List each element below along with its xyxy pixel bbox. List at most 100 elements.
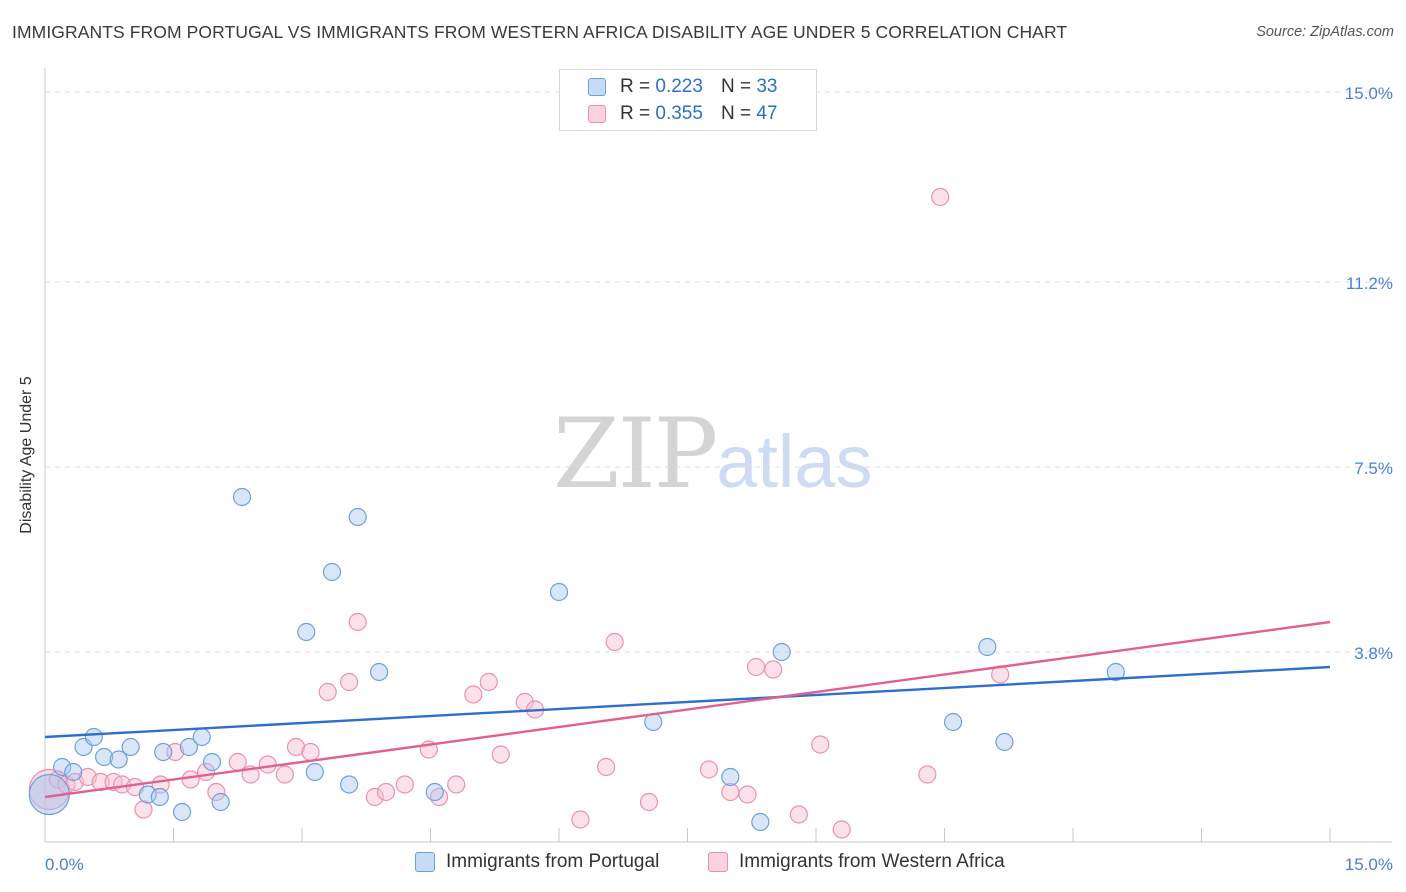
y-tick-label: 7.5% bbox=[1354, 459, 1393, 478]
scatter-point bbox=[764, 660, 783, 679]
scatter-point bbox=[134, 800, 153, 819]
scatter-point bbox=[179, 737, 199, 757]
scatter-point bbox=[395, 775, 414, 794]
legend-r-value: 0.355 bbox=[655, 103, 703, 124]
legend-r-value: 0.223 bbox=[655, 76, 703, 97]
scatter-point bbox=[84, 727, 103, 747]
legend-n-label: N = bbox=[720, 103, 752, 124]
scatter-point bbox=[172, 802, 192, 822]
scatter-point bbox=[832, 820, 851, 839]
scatter-point bbox=[738, 785, 757, 804]
scatter-point bbox=[232, 487, 252, 507]
scatter-point bbox=[464, 685, 483, 704]
series-western-africa bbox=[28, 187, 1010, 839]
x-tick-label: 0.0% bbox=[45, 855, 84, 874]
scatter-point bbox=[318, 682, 337, 702]
legend-swatch-blue bbox=[588, 78, 606, 96]
y-axis-label: Disability Age Under 5 bbox=[18, 376, 35, 534]
scatter-point bbox=[297, 622, 316, 642]
scatter-point bbox=[150, 787, 169, 807]
y-tick-label: 15.0% bbox=[1345, 84, 1393, 103]
grid-lines bbox=[45, 91, 1392, 653]
series-legend-portugal: Immigrants from Portugal bbox=[415, 851, 659, 873]
legend-r-label: R = bbox=[620, 103, 651, 124]
trend-line-blue bbox=[44, 665, 1331, 739]
y-tick-label: 11.2% bbox=[1346, 274, 1393, 293]
legend-r-label: R = bbox=[620, 76, 651, 97]
scatter-point bbox=[597, 757, 616, 777]
scatter-point bbox=[751, 812, 770, 832]
series-legend-label: Immigrants from Portugal bbox=[446, 851, 660, 872]
legend-n-label: N = bbox=[720, 76, 752, 97]
scatter-point bbox=[322, 562, 342, 582]
scatter-point bbox=[365, 787, 384, 807]
trend-line-pink bbox=[44, 620, 1331, 799]
series-legend-swatch-pink bbox=[708, 852, 728, 872]
scatter-point bbox=[348, 612, 367, 632]
scatter-point bbox=[121, 737, 140, 757]
scatter-point bbox=[340, 775, 359, 794]
watermark-atlas: atlas bbox=[716, 420, 873, 503]
scatter-point bbox=[918, 765, 937, 784]
scatter-point bbox=[931, 187, 950, 207]
scatter-point bbox=[192, 727, 211, 747]
series-legend-swatch-blue bbox=[415, 852, 435, 872]
scatter-point bbox=[258, 755, 277, 774]
legend-row-western-africa: R = 0.355 N = 47 bbox=[560, 101, 777, 127]
scatter-point bbox=[549, 582, 569, 602]
scatter-point bbox=[53, 757, 72, 777]
scatter-point bbox=[95, 747, 114, 767]
y-tick-label: 3.8% bbox=[1354, 644, 1393, 663]
scatter-point bbox=[348, 507, 367, 527]
series-portugal bbox=[28, 487, 1125, 832]
scatter-point bbox=[699, 760, 719, 779]
scatter-point bbox=[721, 767, 740, 787]
series-legend-label: Immigrants from Western Africa bbox=[739, 851, 1005, 872]
scatter-point bbox=[995, 732, 1014, 752]
scatter-point bbox=[305, 762, 324, 782]
scatter-point bbox=[275, 765, 294, 784]
scatter-point bbox=[228, 752, 247, 772]
scatter-point bbox=[605, 632, 624, 652]
tick-labels: 3.8% 7.5% 11.2% 15.0% 0.0% 15.0% bbox=[45, 84, 1393, 874]
scatter-point bbox=[211, 792, 230, 812]
watermark: ZIPatlas bbox=[553, 398, 873, 510]
legend-row-portugal: R = 0.223 N = 33 bbox=[560, 74, 777, 100]
scatter-point bbox=[370, 662, 389, 682]
trend-lines bbox=[44, 620, 1331, 799]
scatter-point bbox=[425, 782, 444, 802]
scatter-point bbox=[978, 637, 997, 657]
legend-swatch-pink bbox=[588, 105, 606, 123]
scatter-point bbox=[943, 712, 963, 732]
scatter-point bbox=[181, 770, 200, 789]
chart-title: IMMIGRANTS FROM PORTUGAL VS IMMIGRANTS F… bbox=[12, 22, 1068, 42]
legend-n-value: 47 bbox=[756, 103, 778, 124]
scatter-point bbox=[447, 775, 466, 794]
scatter-point bbox=[1106, 662, 1125, 682]
source-credit: Source: ZipAtlas.com bbox=[1256, 24, 1394, 40]
scatter-point bbox=[571, 810, 590, 829]
scatter-point bbox=[772, 642, 791, 662]
scatter-point bbox=[789, 805, 808, 824]
axes bbox=[44, 68, 1392, 843]
scatter-point bbox=[811, 735, 830, 754]
legend-n-value: 33 bbox=[756, 76, 778, 97]
watermark-zip: ZIP bbox=[553, 398, 718, 510]
scatter-point bbox=[376, 782, 396, 802]
scatter-point bbox=[639, 792, 659, 812]
scatter-point bbox=[479, 672, 498, 692]
scatter-point bbox=[491, 745, 510, 764]
x-tick-label: 15.0% bbox=[1345, 855, 1393, 874]
scatter-point bbox=[207, 782, 226, 802]
scatter-point bbox=[109, 750, 128, 769]
scatter-point bbox=[301, 742, 320, 762]
scatter-point bbox=[746, 657, 766, 677]
series-legend-western-africa: Immigrants from Western Africa bbox=[708, 851, 1005, 873]
scatter-point bbox=[64, 762, 83, 782]
series-legend: Immigrants from Portugal Immigrants from… bbox=[0, 851, 1406, 877]
correlation-legend: R = 0.223 N = 33 R = 0.355 N = 47 bbox=[559, 69, 817, 131]
scatter-point bbox=[154, 742, 173, 762]
scatter-point bbox=[340, 672, 359, 692]
scatter-point bbox=[286, 737, 306, 757]
